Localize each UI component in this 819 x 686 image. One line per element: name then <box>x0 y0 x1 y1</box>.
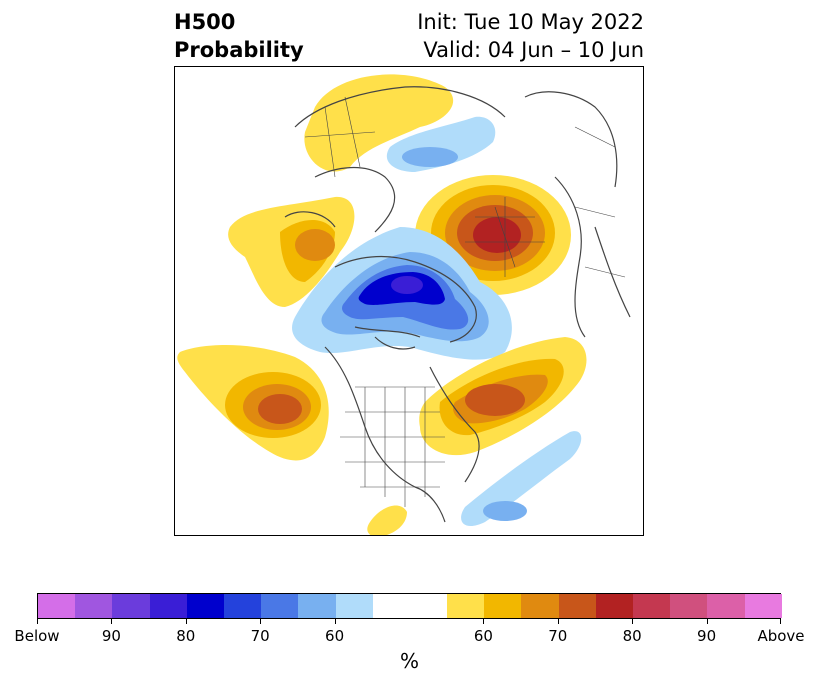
colorbar <box>37 593 782 619</box>
colorbar-tick <box>334 619 336 624</box>
anomaly-europe-positive <box>304 74 454 172</box>
valid-range: Valid: 04 Jun – 10 Jun <box>423 38 644 62</box>
colorbar-segment <box>521 594 559 618</box>
colorbar-segment <box>223 594 262 618</box>
colorbar-segment <box>186 594 224 618</box>
coastlines <box>284 86 631 523</box>
anomaly-arctic-negative <box>292 227 512 360</box>
map-dates: Init: Tue 10 May 2022 Valid: 04 Jun – 10… <box>417 8 644 64</box>
anomaly-russia-negative <box>386 116 496 172</box>
colorbar-tick <box>632 619 634 624</box>
colorbar-tick-label: 70 <box>250 627 270 645</box>
colorbar-tick <box>260 619 262 624</box>
colorbar-segment <box>335 594 373 618</box>
colorbar-tick-label: 60 <box>473 627 493 645</box>
colorbar-tick-label: Below <box>14 627 60 645</box>
colorbar-labels: Below 90 80 70 60 60 70 80 90 Above <box>14 627 804 647</box>
colorbar-segment <box>744 594 782 618</box>
political-boundaries <box>304 96 626 507</box>
colorbar-tick <box>780 619 781 624</box>
colorbar-tick <box>706 619 708 624</box>
colorbar-segment <box>298 594 336 618</box>
colorbar-segment <box>670 594 708 618</box>
colorbar-tick-label: Above <box>757 627 805 645</box>
colorbar-tick-label: 90 <box>697 627 717 645</box>
colorbar-tick-label: 80 <box>176 627 196 645</box>
colorbar-tick-label: 60 <box>325 627 345 645</box>
colorbar-tick <box>37 619 38 624</box>
colorbar-tick-label: 70 <box>548 627 568 645</box>
anomaly-south-positive <box>367 505 407 535</box>
colorbar-unit: % <box>399 649 419 673</box>
colorbar-segment <box>149 594 187 618</box>
anomaly-north-pacific-positive <box>177 345 329 461</box>
title-line-2: Probability <box>174 38 304 62</box>
colorbar-tick-label: 90 <box>101 627 121 645</box>
colorbar-tick <box>557 619 559 624</box>
colorbar-tick <box>111 619 113 624</box>
colorbar-segment <box>261 594 299 618</box>
title-line-1: H500 <box>174 10 236 34</box>
colorbar-segment <box>372 594 448 618</box>
init-date: Init: Tue 10 May 2022 <box>417 10 644 34</box>
colorbar-segment <box>558 594 596 618</box>
colorbar-segment <box>633 594 671 618</box>
map-panel <box>174 66 644 536</box>
anomaly-north-atlantic-positive <box>419 337 587 456</box>
map-title: H500 Probability <box>174 8 304 64</box>
colorbar-segment <box>447 594 485 618</box>
colorbar-tick <box>185 619 187 624</box>
colorbar-segment <box>38 594 76 618</box>
colorbar-ticks <box>37 619 781 627</box>
anomaly-west-europe-positive <box>228 196 355 307</box>
anomaly-west-atlantic-negative <box>461 431 582 527</box>
colorbar-segment <box>484 594 522 618</box>
colorbar-segment <box>75 594 113 618</box>
colorbar-tick-label: 80 <box>622 627 642 645</box>
colorbar-segment <box>595 594 634 618</box>
probability-map <box>175 67 643 535</box>
colorbar-tick <box>483 619 485 624</box>
colorbar-segment <box>112 594 150 618</box>
colorbar-segment <box>707 594 745 618</box>
